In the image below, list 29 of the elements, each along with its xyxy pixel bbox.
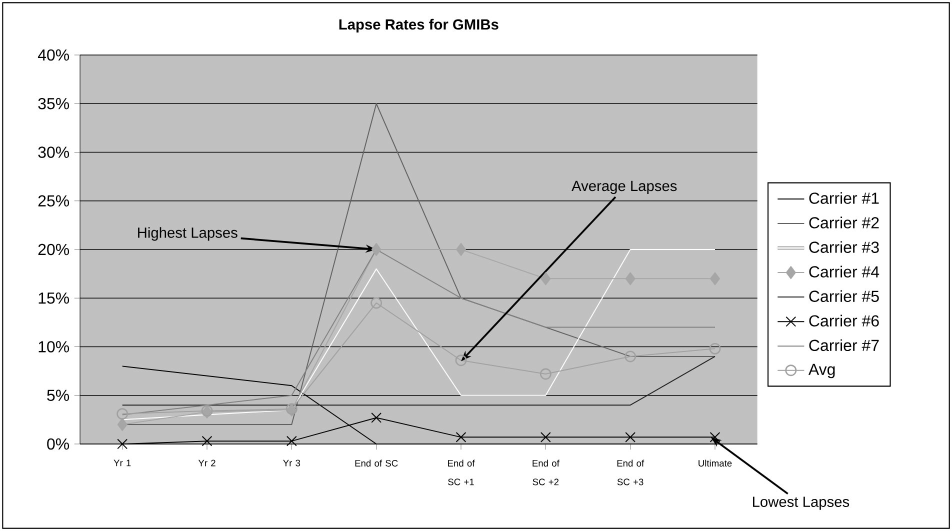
y-tick-label: 20% [38, 244, 70, 256]
x-tick-label: Ultimate [698, 460, 732, 467]
y-tick-label: 25% [38, 195, 70, 207]
x-tick-label: Yr 3 [283, 460, 300, 466]
x-tick-label: End of SC [355, 460, 398, 467]
x-tick-label: Yr 1 [114, 460, 131, 466]
category-label: End of SC +3 [617, 460, 644, 486]
annotation: Average Lapses [572, 180, 677, 194]
y-tick-label: 40% [38, 49, 70, 61]
annotation: Lowest Lapses [753, 496, 850, 510]
category-label: End of SC +1 [448, 460, 475, 486]
legend-label: Carrier #2 [809, 216, 879, 228]
y-tick-label: 30% [38, 146, 70, 158]
legend-label: Carrier #6 [809, 314, 879, 327]
legend-label: Carrier #5 [809, 290, 879, 302]
legend-label: Carrier #3 [809, 241, 879, 253]
legend-label: Carrier #4 [809, 266, 880, 278]
legend-label: Carrier #7 [809, 339, 879, 352]
y-tick-label: 5% [47, 390, 70, 401]
chart-title: Lapse Rates for GMIBs [339, 18, 498, 33]
x-tick-label: Yr 2 [198, 460, 216, 466]
y-tick-label: 15% [38, 292, 70, 304]
legend-label: Carrier #1 [809, 192, 879, 204]
y-tick-label: 10% [38, 341, 70, 352]
category-label: End of SC +2 [532, 460, 560, 486]
y-tick-label: 35% [38, 98, 70, 110]
annotation: Highest Lapses [138, 227, 238, 241]
legend-label: Avg [808, 364, 835, 378]
y-tick-label: 0% [47, 438, 70, 450]
